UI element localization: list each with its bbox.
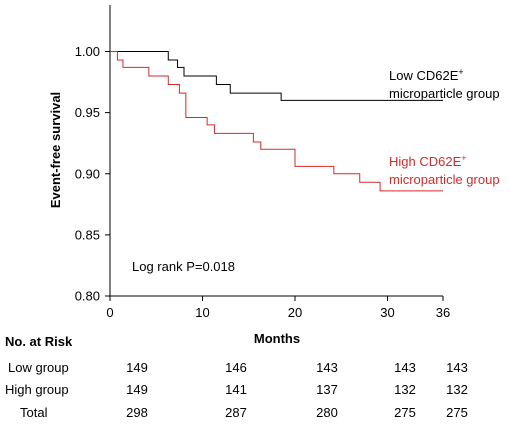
risk-cell: 149: [126, 360, 148, 375]
risk-row-label: Total: [20, 405, 48, 420]
x-ticks: 0 10 20 30 36: [106, 296, 450, 320]
y-axis-label: Event-free survival: [48, 92, 63, 208]
legend-low-line2: microparticle group: [389, 86, 500, 101]
risk-cell: 275: [446, 405, 468, 420]
y-tick-label: 0.80: [75, 289, 100, 304]
series-lines: [110, 51, 443, 192]
risk-cell: 146: [225, 360, 247, 375]
x-tick-label: 30: [380, 305, 394, 320]
y-ticks: 0.80 0.85 0.90 0.95 1.00: [75, 44, 110, 304]
series-line-high: [110, 51, 443, 192]
risk-cell: 132: [446, 382, 468, 397]
risk-table-title: No. at Risk: [5, 334, 73, 349]
risk-cell: 280: [316, 405, 338, 420]
risk-cell: 298: [126, 405, 148, 420]
risk-cell: 275: [394, 405, 416, 420]
y-tick-label: 0.95: [75, 105, 100, 120]
risk-cell: 143: [316, 360, 338, 375]
risk-row-label: Low group: [8, 360, 69, 375]
risk-cell: 143: [446, 360, 468, 375]
annotation-log-rank: Log rank P=0.018: [132, 259, 235, 274]
risk-cell: 137: [316, 382, 338, 397]
legend-low-line1: Low CD62E+: [389, 67, 464, 83]
risk-cell: 143: [394, 360, 416, 375]
risk-cell: 141: [225, 382, 247, 397]
risk-row-label: High group: [5, 382, 69, 397]
risk-cell: 149: [126, 382, 148, 397]
legend-high-line2: microparticle group: [389, 172, 500, 187]
risk-table: No. at Risk Low group 149 146 143 143 143 High…: [5, 334, 468, 420]
risk-cell: 287: [225, 405, 247, 420]
axes: [109, 5, 443, 297]
x-tick-label: 0: [106, 305, 113, 320]
y-tick-label: 0.85: [75, 227, 100, 242]
legend-low: Low CD62E+ microparticle group: [389, 67, 500, 101]
risk-cell: 132: [394, 382, 416, 397]
x-tick-label: 10: [195, 305, 209, 320]
y-tick-label: 0.90: [75, 166, 100, 181]
x-tick-label: 20: [288, 305, 302, 320]
y-tick-label: 1.00: [75, 44, 100, 59]
x-axis-label: Months: [254, 331, 300, 346]
legend-high: High CD62E+ microparticle group: [389, 153, 500, 187]
legend-high-line1: High CD62E+: [389, 153, 467, 169]
series-line-low: [110, 51, 443, 101]
x-tick-label: 36: [436, 305, 450, 320]
